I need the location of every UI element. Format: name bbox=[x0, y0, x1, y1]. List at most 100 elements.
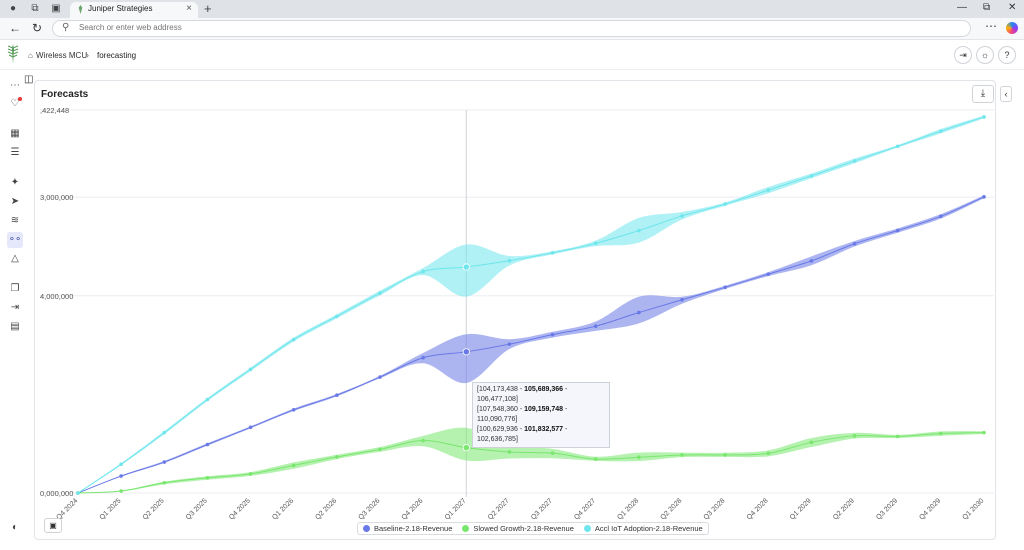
minimize-icon[interactable]: — bbox=[957, 2, 967, 13]
dashboard-icon[interactable]: ▦ bbox=[10, 128, 20, 139]
data-point bbox=[680, 214, 684, 218]
data-point bbox=[637, 455, 641, 460]
chevron-left-icon[interactable]: ‹ bbox=[1000, 86, 1012, 102]
back-icon[interactable]: ← bbox=[9, 21, 21, 35]
x-tick-label: Q4 2026 bbox=[401, 497, 425, 521]
sidebar-toggle-icon[interactable]: ◫ bbox=[24, 74, 34, 85]
browser-tab-strip: ● ⧉ ▣ Juniper Strategies × + — ⧉ ✕ bbox=[0, 0, 1024, 18]
notifications-icon[interactable]: ♡ bbox=[7, 96, 23, 112]
data-point bbox=[421, 269, 425, 274]
series-line bbox=[77, 116, 985, 494]
data-point bbox=[550, 451, 555, 455]
y-tick-label: 3,000,000 bbox=[40, 193, 73, 202]
forecast-card bbox=[34, 80, 996, 540]
data-point bbox=[378, 447, 382, 452]
x-tick-label: Q2 2026 bbox=[314, 497, 338, 521]
data-point bbox=[119, 462, 123, 467]
insights-icon[interactable]: ✦ bbox=[10, 177, 20, 188]
theme-icon[interactable]: ☼ bbox=[976, 46, 994, 64]
data-point bbox=[205, 397, 210, 402]
data-point bbox=[723, 202, 727, 206]
data-point bbox=[248, 425, 253, 430]
x-tick-label: Q3 2026 bbox=[357, 497, 381, 521]
address-bar[interactable]: ⚲ bbox=[52, 20, 971, 37]
search-icon: ⚲ bbox=[62, 22, 70, 33]
data-point bbox=[766, 272, 771, 276]
new-tab-icon[interactable]: + bbox=[204, 1, 212, 16]
chart-legend: Baseline-2.18-Revenue Slowed Growth-2.18… bbox=[357, 522, 709, 535]
breadcrumb-root[interactable]: Wireless MCU bbox=[36, 51, 88, 60]
refresh-icon[interactable]: ↻ bbox=[32, 21, 43, 35]
data-point bbox=[895, 434, 900, 439]
data-point bbox=[809, 174, 814, 178]
workspaces-icon[interactable]: ⧉ bbox=[31, 3, 39, 14]
data-point bbox=[809, 259, 814, 263]
data-point bbox=[766, 188, 771, 192]
data-point bbox=[421, 438, 425, 443]
x-tick-label: Q1 2027 bbox=[444, 497, 468, 521]
data-point bbox=[335, 314, 339, 319]
lab-icon[interactable]: △ bbox=[11, 253, 19, 264]
tab-actions-icon[interactable]: ▣ bbox=[51, 3, 61, 14]
data-point bbox=[335, 455, 339, 459]
close-window-icon[interactable]: ✕ bbox=[1008, 2, 1017, 13]
close-tab-icon[interactable]: × bbox=[186, 3, 192, 14]
copilot-icon[interactable] bbox=[1006, 22, 1018, 34]
restore-icon[interactable]: ⧉ bbox=[983, 2, 991, 13]
filters-icon[interactable]: ☰ bbox=[10, 147, 20, 158]
chart-tooltip: [104,173,438 - 105,689,366 - 106,477,108… bbox=[472, 382, 610, 448]
address-input[interactable] bbox=[79, 23, 379, 32]
y-tick-label: 4,000,000 bbox=[40, 292, 73, 301]
apps-grid-icon[interactable]: ⋯ bbox=[10, 80, 20, 91]
data-point bbox=[723, 453, 727, 457]
juniper-logo[interactable] bbox=[6, 43, 20, 65]
address-bar-row: ← ↻ ⚲ ⋯ bbox=[0, 18, 1024, 40]
data-point bbox=[680, 297, 684, 302]
reports-icon[interactable]: ▤ bbox=[10, 321, 20, 332]
launch-icon[interactable]: ➤ bbox=[10, 196, 20, 207]
download-icon[interactable]: ⤓ bbox=[972, 85, 994, 103]
data-point bbox=[766, 451, 771, 456]
data-point bbox=[939, 129, 943, 133]
browser-tab[interactable]: Juniper Strategies × bbox=[70, 2, 198, 18]
legend-swatch bbox=[583, 525, 591, 532]
legend-item-accl[interactable]: Accl IoT Adoption-2.18-Revenue bbox=[583, 524, 703, 533]
data-point bbox=[852, 241, 857, 246]
x-tick-label: Q3 2027 bbox=[530, 497, 554, 521]
data-point bbox=[119, 474, 123, 478]
data-point bbox=[550, 251, 555, 255]
notification-dot bbox=[18, 97, 22, 101]
juniper-favicon-icon bbox=[78, 5, 83, 14]
data-point bbox=[982, 115, 986, 119]
home-icon[interactable]: ⌂ bbox=[28, 51, 33, 60]
data-point bbox=[939, 431, 943, 436]
forecasting-icon[interactable]: ∘∘ bbox=[7, 232, 23, 248]
help-icon[interactable]: ? bbox=[998, 46, 1016, 64]
export-icon[interactable]: ⇥ bbox=[954, 46, 972, 64]
x-tick-label: Q2 2028 bbox=[659, 497, 683, 521]
tab-title: Juniper Strategies bbox=[88, 4, 153, 13]
x-tick-label: Q2 2025 bbox=[142, 497, 166, 521]
documents-icon[interactable]: ❐ bbox=[10, 283, 20, 294]
data-point bbox=[637, 310, 641, 315]
legend-label: Baseline-2.18-Revenue bbox=[374, 524, 453, 533]
analytics-icon[interactable]: ≋ bbox=[10, 215, 20, 226]
data-point bbox=[507, 342, 512, 346]
data-point bbox=[205, 476, 210, 480]
legend-item-baseline[interactable]: Baseline-2.18-Revenue bbox=[363, 524, 452, 533]
x-tick-label: Q3 2025 bbox=[185, 497, 209, 521]
legend-item-slowed[interactable]: Slowed Growth-2.18-Revenue bbox=[462, 524, 574, 533]
x-tick-label: Q3 2029 bbox=[875, 497, 899, 521]
data-point bbox=[462, 263, 470, 271]
data-point bbox=[378, 291, 382, 295]
more-icon[interactable]: ⋯ bbox=[985, 19, 997, 33]
data-point bbox=[291, 337, 296, 342]
data-point bbox=[723, 285, 727, 290]
data-point bbox=[852, 434, 857, 438]
import-icon[interactable]: ⇥ bbox=[10, 302, 20, 313]
data-point bbox=[291, 407, 296, 412]
series-line bbox=[77, 432, 985, 494]
image-export-icon[interactable]: ▣ bbox=[44, 518, 62, 533]
profile-icon[interactable]: ● bbox=[9, 3, 17, 14]
